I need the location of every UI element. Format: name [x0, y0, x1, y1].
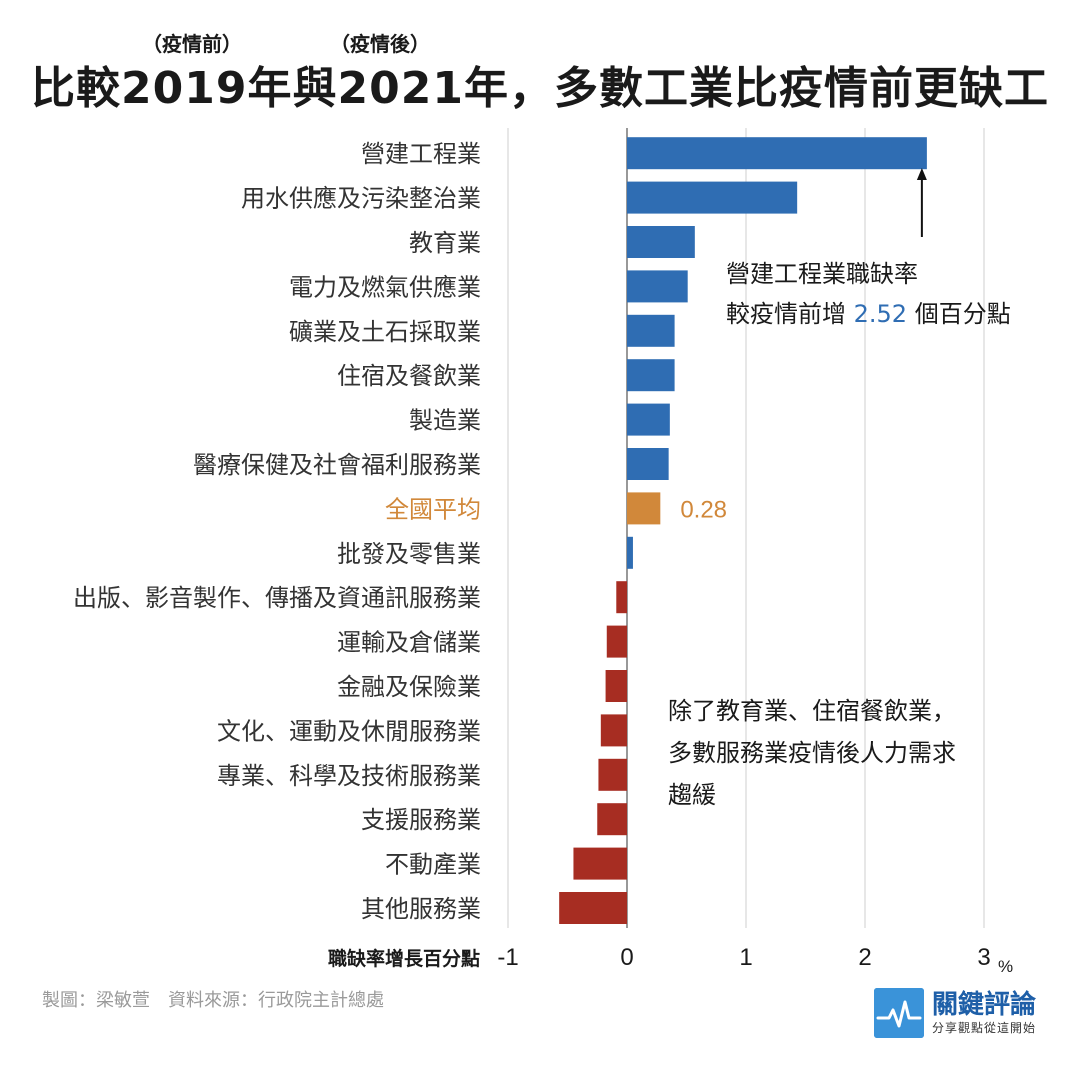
x-axis-title: 職缺率增長百分點	[327, 948, 480, 970]
brand-name: 關鍵評論	[932, 990, 1037, 1020]
credit-line: 製圖：梁敏萱 資料來源：行政院主計總處	[42, 990, 384, 1011]
bar	[573, 847, 627, 880]
bar	[627, 492, 661, 525]
services-annotation: 除了教育業、住宿餐飲業， 多數服務業疫情後人力需求 趨緩	[668, 690, 956, 816]
category-label: 金融及保險業	[337, 673, 481, 701]
annotation-line-1: 除了教育業、住宿餐飲業，	[668, 697, 956, 725]
category-label: 營建工程業	[361, 140, 481, 168]
bar	[627, 536, 633, 569]
annotation-arrow-head	[916, 168, 927, 180]
annotation-value: 2.52	[853, 300, 908, 328]
category-label: 電力及燃氣供應業	[289, 273, 481, 301]
category-label: 運輸及倉儲業	[337, 629, 481, 657]
category-label: 批發及零售業	[337, 540, 481, 568]
category-label: 全國平均	[385, 495, 481, 523]
bar	[627, 359, 675, 392]
category-label: 文化、運動及休閒服務業	[217, 717, 481, 745]
brand-logo: 關鍵評論 分享觀點從這開始	[874, 988, 1036, 1038]
brand-slogan: 分享觀點從這開始	[932, 1021, 1037, 1035]
x-tick-label: 2	[858, 944, 871, 971]
x-tick-label: -1	[497, 944, 518, 971]
bar	[627, 448, 669, 480]
x-tick-label: 3	[977, 944, 990, 971]
page-title: 比較2019年與2021年，多數工業比疫情前更缺工	[31, 63, 1049, 114]
data-label-average: 0.28	[680, 496, 727, 523]
note-post-pandemic: （疫情後）	[330, 32, 430, 56]
construction-annotation: 營建工程業職缺率 較疫情前增 2.52 個百分點	[726, 254, 1011, 334]
category-label: 住宿及餐飲業	[337, 362, 481, 390]
x-tick-label: 1	[739, 944, 752, 971]
annotation-line-2: 較疫情前增 2.52 個百分點	[726, 300, 1011, 328]
bar	[627, 181, 798, 214]
category-label: 支援服務業	[361, 806, 481, 834]
x-unit-label: %	[998, 957, 1013, 976]
category-label: 教育業	[409, 229, 481, 257]
bar	[600, 714, 627, 747]
bar	[627, 403, 670, 436]
pulse-logo-icon	[874, 988, 924, 1038]
bar	[627, 137, 927, 170]
note-pre-pandemic: （疫情前）	[142, 32, 242, 56]
bar	[627, 270, 688, 303]
bar	[598, 758, 627, 791]
bar	[627, 314, 675, 347]
category-label: 礦業及土石採取業	[289, 318, 481, 346]
category-label: 其他服務業	[361, 895, 481, 923]
bar	[627, 226, 695, 258]
category-label: 用水供應及污染整治業	[241, 185, 481, 213]
x-tick-label: 0	[620, 944, 633, 971]
annotation-line-1: 營建工程業職缺率	[726, 260, 918, 288]
category-label: 專業、科學及技術服務業	[217, 762, 481, 790]
bar	[597, 803, 627, 836]
annotation-line-3: 趨緩	[668, 781, 716, 809]
annotation-line-2: 多數服務業疫情後人力需求	[668, 739, 956, 767]
bar	[605, 670, 627, 702]
bar	[606, 625, 627, 658]
category-label: 製造業	[409, 407, 481, 435]
category-label: 醫療保健及社會福利服務業	[193, 451, 481, 479]
category-label: 出版、影音製作、傳播及資通訊服務業	[73, 584, 481, 612]
bar	[559, 892, 627, 924]
category-label: 不動產業	[385, 851, 481, 879]
bar	[616, 581, 627, 614]
